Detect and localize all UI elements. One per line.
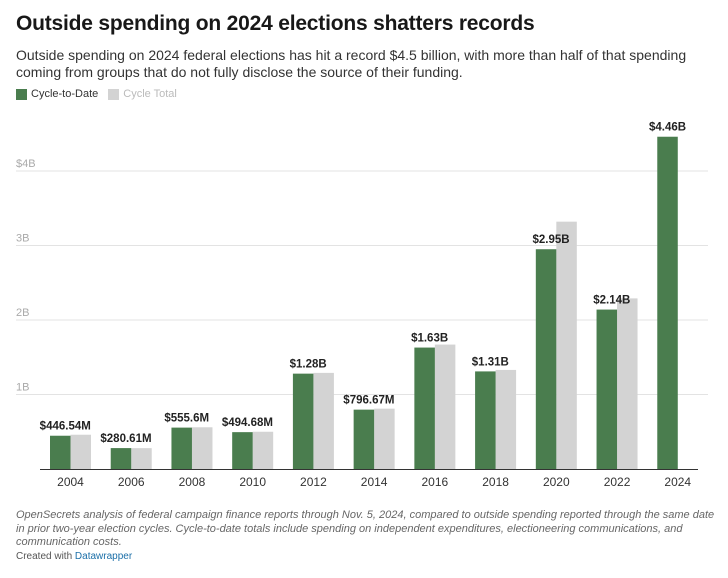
data-label: $2.14B — [593, 295, 630, 307]
data-label: $280.61M — [100, 433, 151, 445]
y-tick-label: 3B — [16, 233, 29, 245]
data-label: $446.54M — [40, 421, 91, 433]
bar-cycle-to-date — [414, 347, 435, 469]
x-tick-label: 2018 — [482, 475, 509, 489]
bar-cycle-to-date — [232, 432, 253, 469]
x-tick-label: 2014 — [361, 475, 388, 489]
y-tick-label: 1B — [16, 382, 29, 394]
x-tick-label: 2004 — [57, 475, 84, 489]
bar-cycle-to-date — [171, 427, 192, 469]
bar-cycle-to-date — [110, 448, 132, 469]
bar-cycle-total — [131, 448, 152, 469]
bar-cycle-to-date — [475, 371, 496, 469]
data-label: $4.46B — [649, 122, 686, 134]
legend: Cycle-to-Date Cycle Total — [16, 88, 187, 100]
x-tick-label: 2016 — [422, 475, 449, 489]
x-tick-label: 2024 — [664, 475, 691, 489]
source-notes: OpenSecrets analysis of federal campaign… — [16, 509, 715, 548]
chart-title: Outside spending on 2024 elections shatt… — [16, 12, 535, 35]
bar-cycle-total — [434, 344, 456, 469]
legend-swatch-cycle-to-date — [16, 88, 27, 100]
bar-cycle-total — [252, 431, 274, 469]
legend-label-cycle-to-date: Cycle-to-Date — [31, 88, 99, 100]
bar-cycle-total — [313, 372, 334, 469]
datawrapper-link[interactable]: Datawrapper — [74, 551, 133, 562]
bar-cycle-total — [191, 427, 213, 469]
x-tick-label: 2020 — [543, 475, 570, 489]
data-label: $1.63B — [411, 333, 448, 345]
bar-cycle-total — [70, 434, 91, 469]
y-tick-label: $4B — [16, 158, 36, 170]
bar-cycle-to-date — [535, 249, 557, 469]
data-label: $1.31B — [472, 356, 509, 368]
bar-cycle-total — [617, 298, 638, 469]
legend-swatch-cycle-total — [108, 88, 120, 100]
data-label: $555.6M — [164, 413, 209, 425]
data-label: $494.68M — [222, 417, 273, 429]
data-label: $1.28B — [290, 359, 327, 371]
bar-cycle-total — [495, 369, 517, 469]
x-tick-label: 2010 — [239, 475, 266, 489]
bar-cycle-to-date — [657, 136, 678, 470]
legend-item-cycle-total: Cycle Total — [108, 88, 177, 100]
data-label: $796.67M — [343, 395, 394, 407]
x-tick-label: 2006 — [118, 475, 145, 489]
bar-cycle-total — [374, 408, 395, 469]
bar-cycle-to-date — [353, 409, 375, 469]
bar-cycle-to-date — [596, 309, 618, 469]
y-tick-label: 2B — [16, 307, 29, 319]
chart-subtitle: Outside spending on 2024 federal electio… — [16, 47, 687, 80]
x-tick-label: 2022 — [604, 475, 631, 489]
bar-chart: 1B 2B 3B $4B $446.54M 2004 $280.61M 2006 $555.6M… — [16, 122, 708, 489]
bar-cycle-total — [556, 221, 577, 469]
legend-label-cycle-total: Cycle Total — [123, 88, 177, 100]
x-tick-label: 2008 — [179, 475, 206, 489]
legend-item-cycle-to-date: Cycle-to-Date — [16, 88, 98, 100]
x-tick-label: 2012 — [300, 475, 327, 489]
credit-prefix: Created with — [16, 551, 73, 562]
bar-cycle-to-date — [292, 373, 314, 469]
data-label: $2.95B — [533, 234, 570, 246]
credit-line: Created with Datawrapper — [16, 551, 132, 562]
bar-cycle-to-date — [50, 435, 71, 469]
